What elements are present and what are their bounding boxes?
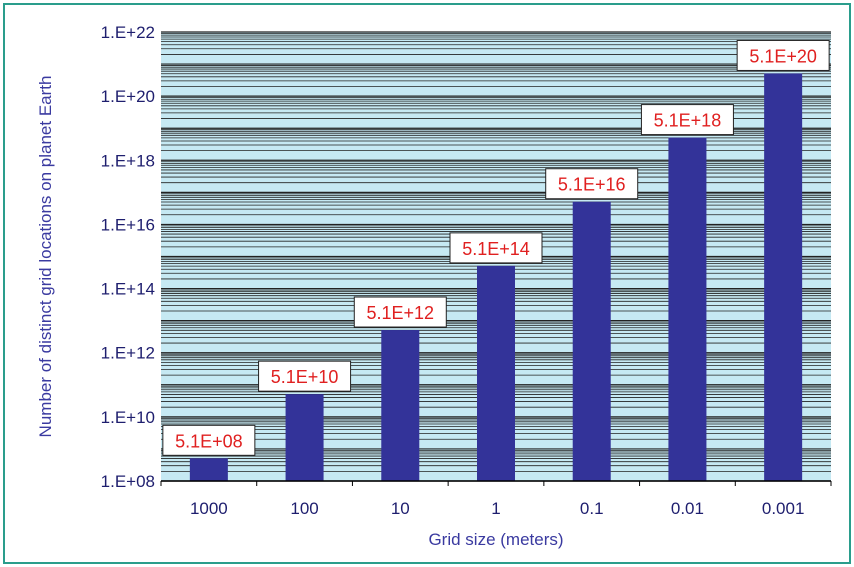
y-tick-label: 1.E+08 — [101, 472, 155, 491]
chart-frame: 5.1E+08 5.1E+10 5.1E+12 5.1E+14 5.1E+16 5.1E+… — [3, 3, 851, 564]
data-label: 5.1E+08 — [162, 424, 256, 456]
data-label-text: 5.1E+14 — [462, 239, 530, 259]
data-label: 5.1E+14 — [449, 232, 543, 264]
data-labels: 5.1E+08 5.1E+10 5.1E+12 5.1E+14 5.1E+16 5.1E+… — [162, 39, 830, 456]
y-tick-label: 1.E+22 — [101, 23, 155, 42]
data-label-text: 5.1E+08 — [175, 431, 243, 451]
data-label: 5.1E+16 — [545, 168, 639, 200]
data-label: 5.1E+20 — [736, 39, 830, 71]
bar — [572, 201, 611, 481]
y-tick-label: 1.E+18 — [101, 151, 155, 170]
y-tick-label: 1.E+12 — [101, 344, 155, 363]
bar — [285, 394, 324, 481]
data-label: 5.1E+12 — [353, 296, 447, 328]
data-label-text: 5.1E+20 — [749, 46, 817, 66]
x-tick-label: 0.1 — [580, 499, 604, 518]
x-tick-label: 1000 — [190, 499, 228, 518]
bar — [189, 458, 228, 481]
y-axis-ticks: 1.E+08 1.E+10 1.E+12 1.E+14 1.E+16 1.E+18 1.E+… — [101, 23, 155, 491]
bar — [477, 265, 515, 481]
bars — [189, 73, 803, 481]
x-tick-label: 100 — [290, 499, 318, 518]
y-tick-label: 1.E+20 — [101, 87, 155, 106]
x-tick-label: 0.01 — [671, 499, 704, 518]
x-tick-label: 1 — [491, 499, 500, 518]
bar — [764, 73, 803, 481]
data-label-text: 5.1E+18 — [654, 111, 722, 131]
x-tick-label: 10 — [391, 499, 410, 518]
bar — [668, 137, 707, 481]
x-axis-title: Grid size (meters) — [428, 530, 563, 549]
bar — [381, 330, 420, 481]
data-label: 5.1E+18 — [640, 104, 734, 136]
data-label-text: 5.1E+12 — [367, 303, 435, 323]
data-label: 5.1E+10 — [258, 360, 352, 392]
x-tick-label: 0.001 — [762, 499, 805, 518]
data-label-text: 5.1E+16 — [558, 175, 626, 195]
bar-chart: 5.1E+08 5.1E+10 5.1E+12 5.1E+14 5.1E+16 5.1E+… — [36, 23, 832, 549]
data-label-text: 5.1E+10 — [271, 367, 339, 387]
y-tick-label: 1.E+10 — [101, 408, 155, 427]
y-axis-title: Number of distinct grid locations on pla… — [36, 76, 55, 438]
y-tick-label: 1.E+14 — [101, 280, 155, 299]
y-tick-label: 1.E+16 — [101, 215, 155, 234]
x-axis-ticks: 1000 100 10 1 0.1 0.01 0.001 — [160, 481, 832, 518]
